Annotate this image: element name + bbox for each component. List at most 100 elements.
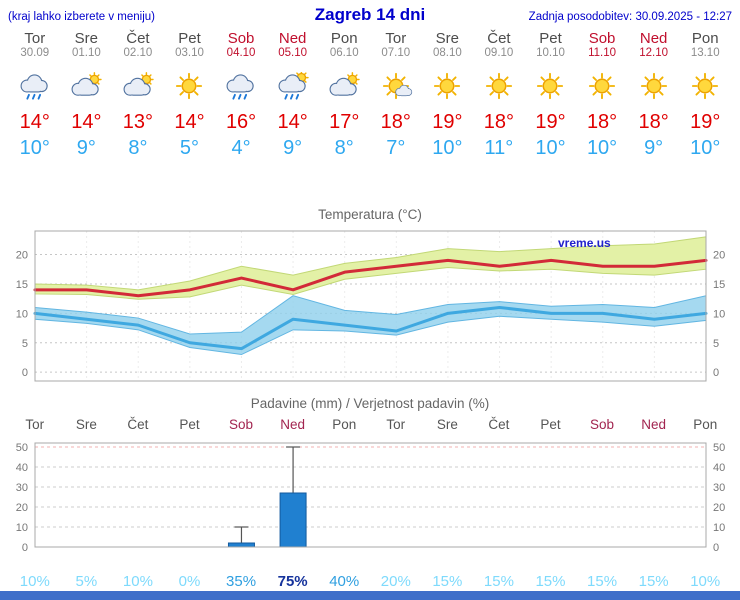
day-min-temp: 11°	[484, 137, 514, 159]
day-header[interactable]: Sob 11.10	[576, 31, 628, 60]
day-max-temp: 14°	[19, 111, 50, 133]
day-header[interactable]: Pet 03.10	[164, 31, 216, 60]
day-max-temp: 18°	[586, 111, 618, 133]
day-header[interactable]: Čet 09.10	[473, 31, 525, 60]
day-min-temp: 10°	[19, 137, 50, 159]
weather-icon-cell[interactable]	[164, 72, 216, 100]
sun-icon[interactable]	[635, 72, 673, 100]
page-title: Zagreb 14 dni	[314, 5, 426, 24]
day-header[interactable]: Sre 08.10	[422, 31, 474, 60]
day-min-temp: 8°	[128, 137, 148, 159]
sun-icon[interactable]	[686, 72, 724, 100]
precip-probability: 35%	[226, 573, 257, 590]
precip-bar	[227, 542, 255, 548]
svg-text:0: 0	[713, 367, 719, 379]
day-max-temp: 19°	[535, 111, 566, 133]
day-header[interactable]: Pon 06.10	[318, 31, 370, 60]
precip-probability: 15%	[535, 573, 566, 590]
weather-icon-cell[interactable]	[422, 72, 474, 100]
precip-probability: 15%	[587, 573, 618, 590]
sun-icon[interactable]	[531, 72, 569, 100]
day-header[interactable]: Ned 05.10	[267, 31, 319, 60]
weather-icons-row	[0, 72, 740, 100]
precip-probability: 40%	[329, 573, 360, 590]
menu-hint-text: (kraj lahko izberete v meniju)	[8, 11, 156, 23]
watermark-link[interactable]: vreme.us	[558, 236, 611, 250]
weather-icon-cell[interactable]	[215, 72, 267, 100]
day-header[interactable]: Pon 13.10	[679, 31, 731, 60]
weather-icon-cell[interactable]	[370, 72, 422, 100]
header-bar: (kraj lahko izberete v meniju) Zagreb 14…	[0, 0, 740, 25]
cloud-rain-icon[interactable]	[16, 72, 54, 100]
day-header[interactable]: Pet 10.10	[525, 31, 577, 60]
weather-icon-cell[interactable]	[679, 72, 731, 100]
day-name: Pon	[330, 30, 358, 47]
day-header[interactable]: Ned 12.10	[628, 31, 680, 60]
precip-day-label: Sob	[590, 417, 615, 432]
day-header[interactable]: Sob 04.10	[215, 31, 267, 60]
day-date: 09.10	[484, 47, 514, 59]
cloud-sun-icon[interactable]	[325, 72, 363, 100]
day-min-temp: 8°	[334, 137, 354, 159]
day-name: Tor	[385, 30, 407, 47]
weather-icon-cell[interactable]	[112, 72, 164, 100]
day-min-temp: 7°	[386, 137, 406, 159]
day-name: Sob	[588, 30, 616, 47]
svg-text:30: 30	[16, 482, 28, 494]
day-date: 30.09	[20, 47, 50, 59]
weather-icon-cell[interactable]	[9, 72, 61, 100]
sun-icon[interactable]	[428, 72, 466, 100]
sun-cloud-icon[interactable]	[377, 72, 415, 100]
weather-icon-cell[interactable]	[267, 72, 319, 100]
day-name: Čet	[126, 30, 150, 47]
min-temps-row: 10° 9° 8° 5° 4° 9° 8° 7° 10° 11° 10° 10° 9° 10°	[0, 136, 740, 160]
day-name: Čet	[487, 30, 511, 47]
sun-icon[interactable]	[480, 72, 518, 100]
day-date: 04.10	[226, 47, 256, 59]
weather-icon-cell[interactable]	[473, 72, 525, 100]
day-min-temp: 10°	[432, 137, 463, 159]
footer-bar	[0, 591, 740, 600]
cloud-rain-sun-icon[interactable]	[274, 72, 312, 100]
sun-icon[interactable]	[583, 72, 621, 100]
precip-probability-row: 10% 5% 10% 0% 35% 75% 40% 20% 15% 15% 15% 15% 15% 10%	[0, 573, 740, 590]
day-name: Sre	[74, 30, 99, 47]
precip-day-label: Čet	[488, 417, 510, 432]
sun-icon[interactable]	[170, 72, 208, 100]
weather-icon-cell[interactable]	[525, 72, 577, 100]
cloud-sun-icon[interactable]	[67, 72, 105, 100]
day-name: Pet	[178, 30, 201, 47]
day-min-temp: 10°	[690, 137, 721, 159]
day-date: 13.10	[690, 47, 720, 59]
day-date: 05.10	[278, 47, 308, 59]
precip-day-label: Pet	[179, 417, 200, 432]
temperature-chart-title: Temperatura (°C)	[318, 207, 422, 222]
day-min-temp: 10°	[586, 137, 618, 159]
weather-icon-cell[interactable]	[318, 72, 370, 100]
day-name: Sob	[227, 30, 255, 47]
day-date: 07.10	[381, 47, 411, 59]
precip-day-label: Sob	[229, 417, 254, 432]
svg-text:10: 10	[16, 308, 28, 320]
svg-text:50: 50	[16, 442, 28, 454]
precip-probability: 15%	[432, 573, 463, 590]
weather-icon-cell[interactable]	[61, 72, 113, 100]
day-max-temp: 19°	[690, 111, 721, 133]
weather-icon-cell[interactable]	[576, 72, 628, 100]
precip-day-label: Ned	[280, 417, 306, 432]
day-header[interactable]: Tor 30.09	[9, 31, 61, 60]
svg-text:15: 15	[16, 279, 28, 291]
day-header[interactable]: Čet 02.10	[112, 31, 164, 60]
svg-text:5: 5	[22, 338, 28, 350]
day-date: 06.10	[329, 47, 359, 59]
day-max-temp: 16°	[225, 111, 257, 133]
cloud-rain-icon[interactable]	[222, 72, 260, 100]
precip-day-label: Pet	[540, 417, 561, 432]
precip-probability: 15%	[483, 573, 514, 590]
day-header[interactable]: Sre 01.10	[61, 31, 113, 60]
cloud-sun-icon[interactable]	[119, 72, 157, 100]
precip-probability: 10%	[19, 573, 50, 590]
day-header[interactable]: Tor 07.10	[370, 31, 422, 60]
weather-icon-cell[interactable]	[628, 72, 680, 100]
svg-text:15: 15	[713, 279, 725, 291]
